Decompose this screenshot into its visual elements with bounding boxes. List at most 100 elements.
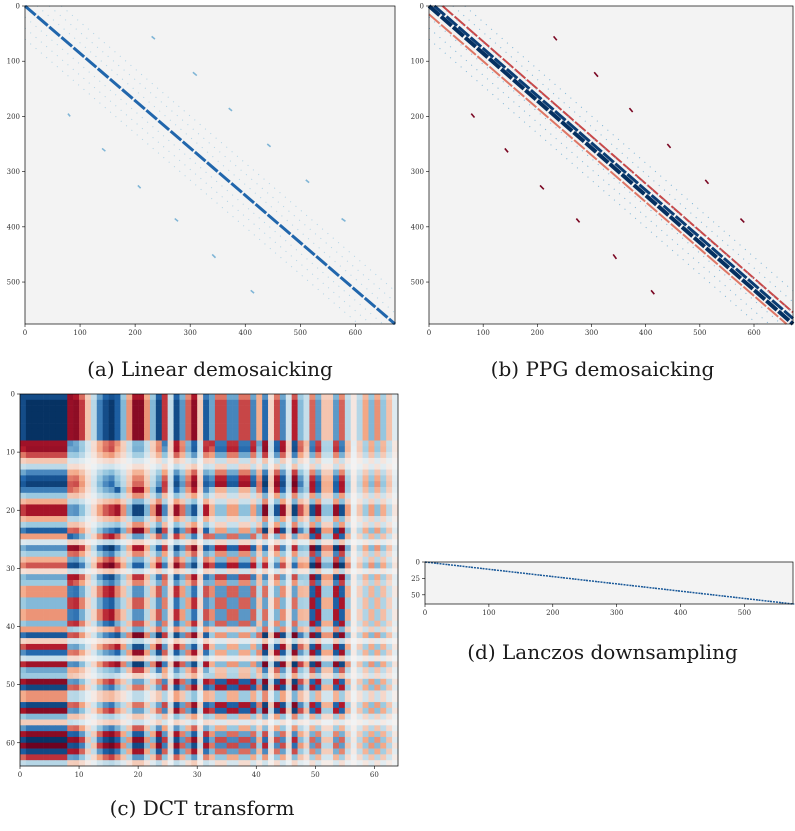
dct-xtick: 40 [252, 766, 261, 779]
dct-cell [244, 446, 251, 453]
dct-cell [25, 736, 33, 744]
dct-cell [309, 527, 316, 534]
dct-cell [214, 684, 222, 691]
caption-dct-transform: (c) DCT transform [109, 796, 295, 820]
dct-cell [144, 550, 151, 558]
dct-cell [61, 580, 68, 587]
dct-cell [374, 469, 381, 476]
dct-cell [285, 440, 292, 447]
dct-cell [79, 516, 86, 523]
dct-cell [67, 649, 74, 656]
dct-cell [197, 597, 204, 604]
dct-cell [49, 702, 56, 709]
dct-cell [179, 609, 186, 616]
dct-cell [344, 725, 352, 732]
dct-cell [368, 568, 375, 575]
dct-cell [386, 521, 393, 528]
dct-cell [309, 562, 316, 569]
dct-cell [392, 440, 399, 447]
dct-cell [273, 405, 281, 412]
dct-cell [191, 475, 198, 482]
dct-cell [350, 742, 357, 749]
dct-cell [291, 521, 298, 528]
dct-cell [167, 626, 174, 633]
dct-cell [179, 550, 186, 558]
dct-cell [102, 609, 109, 616]
dct-cell [25, 597, 33, 604]
dct-cell [309, 498, 316, 505]
dct-cell [120, 661, 127, 668]
dct-cell [368, 440, 375, 447]
dct-cell [250, 702, 257, 709]
dct-cell [173, 760, 180, 767]
dct-cell [262, 533, 269, 540]
dct-cell [262, 550, 269, 558]
dct-cell [291, 504, 298, 511]
dct-cell [344, 516, 352, 523]
dct-cell [132, 667, 139, 674]
dct-cell [327, 440, 334, 447]
dct-cell [285, 423, 292, 430]
dct-cell [350, 411, 357, 418]
dct-cell [380, 463, 387, 470]
dct-cell [333, 504, 340, 511]
dct-cell [226, 440, 233, 447]
dct-cell [185, 417, 192, 424]
dct-cell [155, 527, 163, 534]
dct-cell [25, 463, 33, 470]
dct-cell [149, 754, 157, 761]
dct-cell [31, 661, 39, 668]
dct-cell [232, 649, 239, 656]
dct-cell [108, 667, 115, 674]
dct-cell [20, 533, 27, 540]
dct-cell [84, 527, 92, 534]
dct-cell [344, 713, 352, 720]
dct-cell [285, 527, 292, 534]
dct-cell [185, 562, 192, 569]
dct-cell [303, 760, 310, 767]
dct-cell [79, 707, 86, 714]
dct-cell [90, 736, 98, 744]
dct-cell [232, 591, 239, 598]
dct-cell [291, 492, 298, 499]
dct-cell [303, 719, 310, 726]
dct-cell [262, 452, 269, 459]
dct-cell [338, 457, 346, 465]
dct-cell [232, 614, 239, 621]
dct-cell [96, 626, 103, 633]
dct-cell [90, 487, 98, 494]
dct-cell [238, 469, 245, 476]
dct-cell [43, 556, 50, 563]
dct-cell [173, 719, 180, 726]
dct-cell [297, 527, 304, 534]
dct-cell [120, 411, 127, 418]
dct-cell [315, 655, 322, 662]
dct-cell [368, 661, 375, 668]
dct-cell [43, 533, 50, 540]
dct-cell [73, 504, 80, 511]
dct-cell [356, 678, 363, 685]
dct-cell [149, 399, 157, 406]
dct-cell [61, 550, 68, 558]
dct-cell [350, 661, 357, 668]
dct-cell [220, 556, 228, 563]
dct-cell [79, 411, 86, 418]
dct-cell [167, 481, 174, 488]
dct-cell [49, 521, 56, 528]
dct-cell [226, 463, 233, 470]
dct-cell [138, 516, 145, 523]
dct-cell [84, 562, 92, 569]
dct-cell [262, 661, 269, 668]
dct-cell [244, 487, 251, 494]
dct-cell [268, 661, 275, 668]
dct-cell [138, 626, 145, 633]
dct-cell [197, 521, 204, 528]
dct-cell [250, 562, 257, 569]
dct-cell [90, 516, 98, 523]
dct-cell [309, 405, 316, 412]
dct-cell [321, 527, 328, 534]
dct-cell [167, 678, 174, 685]
dct-cell [344, 690, 352, 697]
ppg-band [433, 4, 794, 320]
dct-cell [25, 452, 33, 459]
